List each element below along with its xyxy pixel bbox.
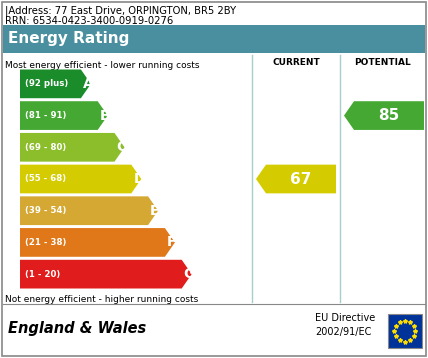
Polygon shape — [344, 101, 424, 130]
Bar — [388, 314, 422, 348]
Polygon shape — [20, 196, 158, 225]
Text: EU Directive: EU Directive — [315, 313, 375, 323]
Text: B: B — [100, 108, 110, 122]
Polygon shape — [20, 260, 192, 289]
Text: F: F — [167, 236, 176, 250]
Text: Not energy efficient - higher running costs: Not energy efficient - higher running co… — [5, 295, 198, 304]
Text: POTENTIAL: POTENTIAL — [354, 58, 411, 67]
Polygon shape — [20, 165, 141, 193]
Text: 2002/91/EC: 2002/91/EC — [315, 327, 372, 337]
Polygon shape — [20, 133, 125, 162]
Text: (55 - 68): (55 - 68) — [25, 174, 66, 184]
Polygon shape — [20, 101, 108, 130]
Text: Most energy efficient - lower running costs: Most energy efficient - lower running co… — [5, 61, 199, 70]
Text: 67: 67 — [290, 171, 312, 187]
Text: (69 - 80): (69 - 80) — [25, 143, 66, 152]
Text: (1 - 20): (1 - 20) — [25, 270, 60, 279]
Text: England & Wales: England & Wales — [8, 320, 146, 335]
Text: A: A — [83, 77, 94, 91]
Text: |Address: 77 East Drive, ORPINGTON, BR5 2BY: |Address: 77 East Drive, ORPINGTON, BR5 … — [5, 5, 236, 15]
Text: RRN: 6534-0423-3400-0919-0276: RRN: 6534-0423-3400-0919-0276 — [5, 16, 173, 26]
Bar — [3, 25, 425, 53]
Text: (39 - 54): (39 - 54) — [25, 206, 66, 215]
Text: (92 plus): (92 plus) — [25, 79, 68, 88]
Polygon shape — [256, 165, 336, 193]
Text: (21 - 38): (21 - 38) — [25, 238, 66, 247]
Text: G: G — [184, 267, 195, 281]
Text: D: D — [133, 172, 145, 186]
Text: CURRENT: CURRENT — [272, 58, 320, 67]
Polygon shape — [20, 69, 91, 98]
Text: (81 - 91): (81 - 91) — [25, 111, 66, 120]
Text: E: E — [150, 204, 160, 218]
Text: 85: 85 — [378, 108, 400, 123]
Text: C: C — [116, 140, 127, 154]
Text: Energy Rating: Energy Rating — [8, 32, 129, 47]
Polygon shape — [20, 228, 175, 257]
